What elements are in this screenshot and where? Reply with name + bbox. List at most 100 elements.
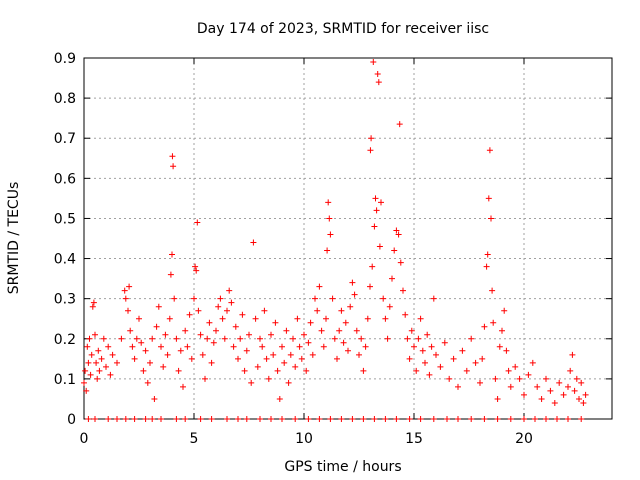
data-point (305, 416, 312, 422)
data-point (444, 416, 450, 422)
data-point (272, 319, 279, 326)
y-tick-label: 0.3 (54, 292, 76, 308)
data-point (455, 383, 461, 390)
data-point (571, 387, 578, 394)
data-point (316, 416, 323, 422)
data-point (415, 335, 422, 342)
data-point (488, 215, 494, 222)
data-point (376, 243, 383, 250)
data-point (578, 416, 585, 422)
data-point (338, 416, 345, 422)
data-point (404, 335, 411, 342)
data-point (199, 351, 206, 358)
data-point (170, 163, 177, 170)
data-point (85, 416, 92, 422)
data-point (565, 416, 571, 422)
data-point (326, 215, 333, 222)
data-point (129, 343, 136, 350)
data-point (386, 303, 393, 310)
data-point (492, 375, 499, 382)
data-point (114, 416, 120, 422)
data-point (556, 379, 563, 386)
data-point (529, 359, 536, 366)
data-point (182, 327, 189, 334)
data-point (307, 319, 314, 326)
data-point (331, 335, 338, 342)
data-point (481, 416, 488, 422)
data-point (254, 363, 261, 370)
data-point (362, 343, 369, 350)
data-point (144, 379, 151, 386)
data-point (384, 335, 391, 342)
data-point (433, 351, 439, 358)
data-point (532, 416, 538, 422)
data-point (430, 295, 437, 302)
data-point (503, 347, 510, 354)
data-point (197, 331, 204, 338)
data-point (551, 399, 558, 406)
data-point (243, 347, 250, 354)
data-point (391, 247, 398, 254)
data-point (327, 231, 334, 238)
y-axis-label: SRMTID / TECUs (6, 182, 22, 295)
data-point (100, 335, 107, 342)
data-point (219, 315, 226, 322)
data-point (472, 359, 479, 366)
data-point (573, 375, 580, 382)
data-point (224, 416, 230, 422)
data-point (400, 287, 406, 294)
data-point (496, 343, 503, 350)
data-point (393, 416, 400, 422)
data-point (232, 323, 239, 330)
data-point (257, 335, 263, 342)
data-point (459, 347, 466, 354)
data-point (149, 416, 156, 422)
data-point (202, 375, 208, 382)
data-point (325, 199, 332, 206)
data-point (186, 311, 193, 318)
data-point (455, 416, 461, 422)
y-tick-label: 0.6 (54, 171, 76, 187)
data-point (252, 315, 259, 322)
data-point (360, 367, 367, 374)
data-point (268, 416, 274, 422)
y-tick-label: 0.7 (54, 131, 76, 147)
data-point (428, 343, 435, 350)
data-point (82, 367, 89, 374)
data-point (569, 351, 576, 358)
data-point (109, 351, 116, 358)
data-point (489, 287, 496, 294)
data-point (151, 395, 158, 402)
y-tick-label: 0.1 (54, 372, 76, 388)
data-point (243, 416, 250, 422)
data-point (296, 343, 303, 350)
data-point (318, 327, 325, 334)
data-point (140, 367, 147, 374)
data-point (126, 283, 133, 290)
data-point (301, 331, 307, 338)
data-point (153, 323, 160, 330)
data-point (463, 367, 470, 374)
data-point (276, 395, 283, 402)
data-point (204, 335, 211, 342)
data-point (396, 121, 403, 128)
data-point (375, 79, 382, 86)
data-point (576, 395, 582, 402)
data-point (336, 327, 343, 334)
data-point (85, 359, 92, 366)
data-point (345, 347, 351, 354)
data-point (136, 315, 142, 322)
data-point (83, 387, 90, 394)
data-point (578, 379, 585, 386)
data-point (107, 371, 114, 378)
x-tick-label: 5 (190, 431, 199, 447)
data-point (217, 295, 224, 302)
data-point (208, 359, 215, 366)
data-point (402, 311, 409, 318)
data-point (411, 343, 417, 350)
data-point (93, 359, 100, 366)
data-point (160, 363, 167, 370)
data-point (426, 371, 433, 378)
x-tick-label: 15 (405, 431, 423, 447)
data-point (167, 271, 174, 278)
